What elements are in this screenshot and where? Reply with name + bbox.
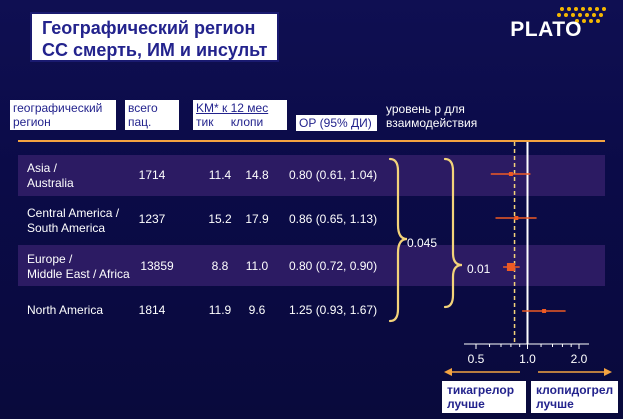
x-tick-label: 2.0	[571, 352, 588, 366]
brace-sub-icon	[443, 157, 463, 309]
header-total: всего пац.	[125, 100, 179, 130]
logo-dot	[585, 13, 589, 17]
hr-point	[508, 172, 513, 176]
row-2-region-line-1: Central America /	[27, 206, 120, 220]
logo-dot	[588, 7, 592, 11]
header-region: географический регион	[10, 100, 116, 130]
p-sub: 0.01	[467, 262, 491, 276]
favors-clopidogrel-line-2: лучше	[536, 397, 574, 411]
logo-dot	[595, 7, 599, 11]
hr-point	[542, 309, 547, 313]
row-4-tick: 11.9	[208, 303, 232, 317]
header-total-line-2: пац.	[128, 115, 152, 129]
header-km-clopi: клопи	[230, 115, 264, 129]
logo-dot	[582, 19, 586, 23]
row-1-hr: 0.80 (0.61, 1.04)	[289, 168, 378, 182]
header-p-line-2: взаимодействия	[386, 116, 478, 130]
row-1-total: 1714	[138, 168, 166, 182]
row-3-region-line-2: Middle East / Africa	[27, 267, 130, 281]
row-4-region: North America	[27, 303, 103, 318]
p-overall: 0.045	[407, 236, 438, 250]
header-p-interaction: уровень р для взаимодействия	[386, 102, 477, 130]
logo-dot	[560, 7, 564, 11]
logo-dot	[592, 13, 596, 17]
logo-dot	[557, 13, 561, 17]
logo-dot	[567, 7, 571, 11]
logo-dot	[581, 7, 585, 11]
x-tick-label: 0.5	[468, 352, 485, 366]
logo-dot	[574, 7, 578, 11]
header-hr: ОР (95% ДИ)	[296, 115, 377, 131]
arrow-right-icon	[604, 368, 612, 376]
header-km: KM* к 12 мес тик клопи	[193, 100, 287, 130]
header-total-line-1: всего	[128, 101, 158, 115]
row-3-region: Europe / Middle East / Africa	[27, 252, 130, 282]
row-4-region-line-1: North America	[27, 303, 104, 317]
row-2-hr: 0.86 (0.65, 1.13)	[289, 212, 378, 226]
row-1-region-line-2: Australia	[27, 176, 74, 190]
logo-dots-icon	[557, 7, 606, 23]
header-km-tick: тик	[196, 115, 214, 129]
hr-point	[506, 263, 515, 271]
title-line-1: Географический регион	[42, 18, 256, 38]
brace-overall-icon	[388, 157, 408, 323]
row-4-clopi: 9.6	[248, 303, 266, 317]
row-3-total: 13859	[140, 259, 174, 273]
row-1-region: Asia / Australia	[27, 161, 74, 191]
logo-dot	[599, 13, 603, 17]
row-1-region-line-1: Asia /	[27, 161, 58, 175]
row-2-tick: 15.2	[208, 212, 232, 226]
row-2-region: Central America / South America	[27, 206, 119, 236]
row-3-tick: 8.8	[211, 259, 229, 273]
logo-dot	[578, 13, 582, 17]
row-3-hr: 0.80 (0.72, 0.90)	[289, 259, 378, 273]
row-2-clopi: 17.9	[245, 212, 269, 226]
favors-ticagrelor-box: тикагрелор лучше	[442, 381, 526, 413]
row-4-total: 1814	[138, 303, 166, 317]
row-2-region-line-2: South America	[27, 221, 106, 235]
row-3-clopi: 11.0	[245, 259, 269, 273]
header-region-line-2: регион	[13, 115, 51, 129]
header-region-line-1: географический	[13, 101, 103, 115]
row-4-hr: 1.25 (0.93, 1.67)	[289, 303, 378, 317]
title-box: Географический регион СС смерть, ИМ и ин…	[30, 12, 279, 62]
row-band-1	[18, 155, 605, 196]
header-divider	[18, 140, 605, 142]
row-1-clopi: 14.8	[245, 168, 269, 182]
row-2-total: 1237	[138, 212, 166, 226]
favors-ticagrelor-line-2: лучше	[447, 397, 485, 411]
logo-dot	[589, 19, 593, 23]
header-km-line-1: KM* к 12 мес	[196, 101, 269, 115]
row-1-tick: 11.4	[208, 168, 232, 182]
plato-logo: PLATO	[500, 2, 620, 46]
arrow-left-icon	[444, 368, 452, 376]
logo-dot	[575, 19, 579, 23]
logo-dot	[564, 13, 568, 17]
header-p-line-1: уровень р для	[386, 102, 465, 116]
row-3-region-line-1: Europe /	[27, 252, 73, 266]
hr-point	[514, 216, 519, 220]
logo-dot	[571, 13, 575, 17]
logo-text: PLATO	[510, 18, 582, 41]
logo-dot	[602, 7, 606, 11]
logo-dot	[596, 19, 600, 23]
favors-clopidogrel-line-1: клопидогрел	[536, 383, 614, 397]
favors-ticagrelor-line-1: тикагрелор	[447, 383, 515, 397]
title-line-2: СС смерть, ИМ и инсульт	[42, 40, 268, 60]
favors-clopidogrel-box: клопидогрел лучше	[531, 381, 618, 413]
x-tick-label: 1.0	[519, 352, 536, 366]
